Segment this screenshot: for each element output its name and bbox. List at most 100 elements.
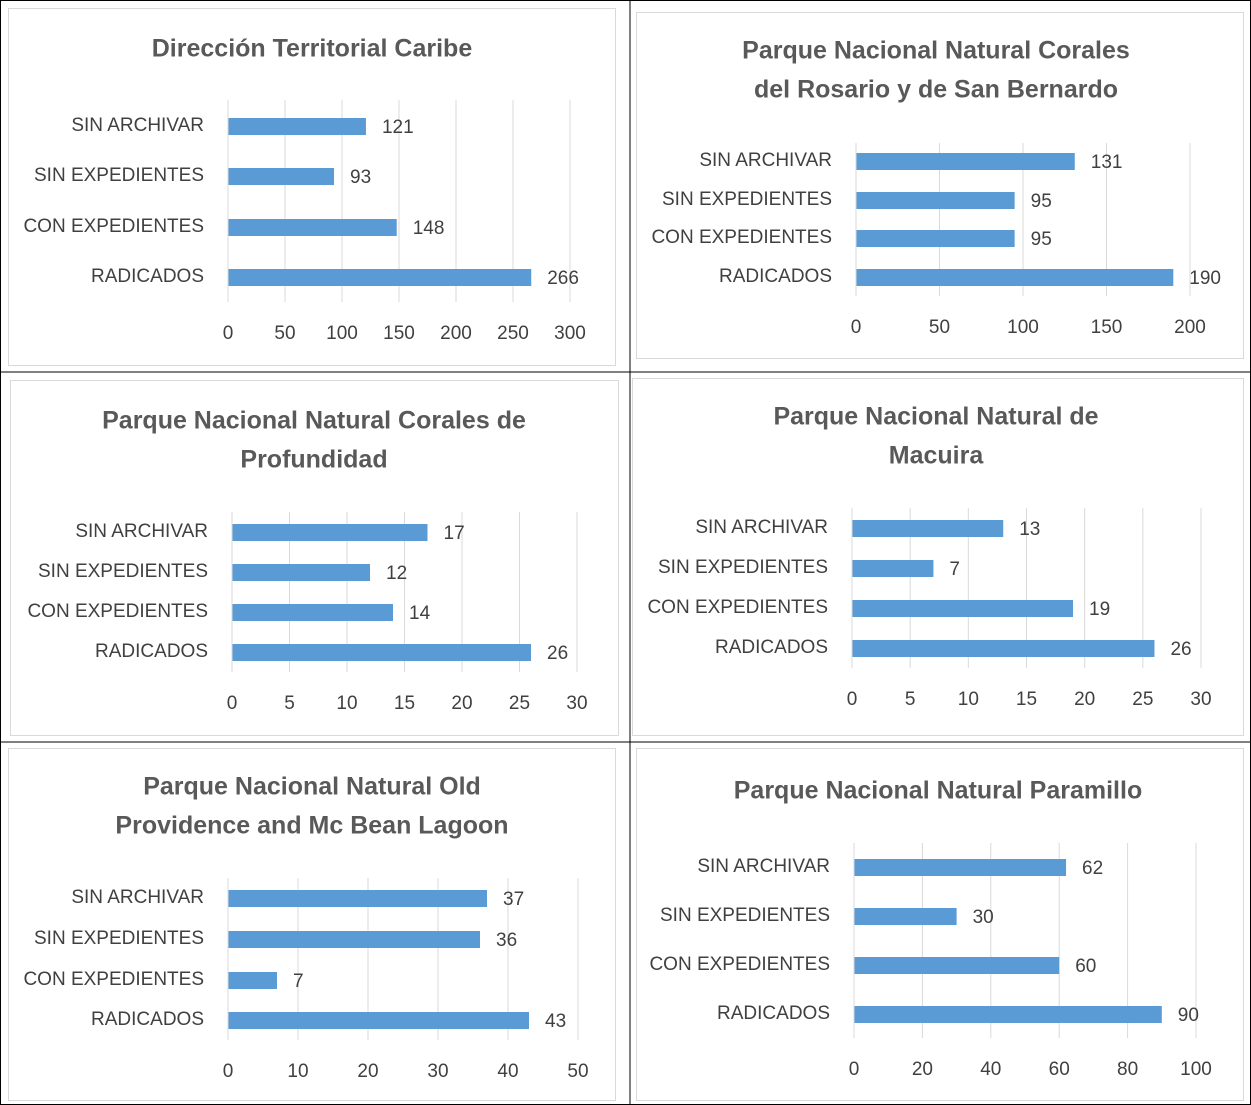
- x-tick-label: 30: [1190, 689, 1211, 710]
- bar: [228, 168, 335, 185]
- x-tick-label: 300: [554, 323, 586, 344]
- chart-frame: [8, 748, 616, 1101]
- y-tick-label: SIN EXPEDIENTES: [660, 905, 830, 926]
- chart-title: Providence and Mc Bean Lagoon: [115, 812, 508, 840]
- x-tick-label: 0: [849, 1059, 860, 1080]
- x-tick-label: 100: [1007, 317, 1039, 338]
- x-tick-label: 50: [567, 1061, 588, 1082]
- x-tick-label: 0: [223, 323, 234, 344]
- chart-title: del Rosario y de San Bernardo: [754, 76, 1118, 104]
- x-tick-label: 40: [980, 1059, 1001, 1080]
- value-label: 37: [503, 889, 524, 910]
- bar: [854, 859, 1067, 876]
- bar: [228, 972, 277, 989]
- y-tick-label: SIN EXPEDIENTES: [34, 928, 204, 949]
- x-tick-label: 25: [1132, 689, 1153, 710]
- x-tick-label: 0: [223, 1061, 234, 1082]
- y-tick-label: CON EXPEDIENTES: [651, 227, 832, 248]
- value-label: 19: [1089, 599, 1110, 620]
- chart-frame: [10, 380, 619, 736]
- y-tick-label: SIN ARCHIVAR: [71, 887, 204, 908]
- y-tick-label: RADICADOS: [719, 266, 832, 287]
- value-label: 148: [413, 218, 445, 239]
- chart-title: Parque Nacional Natural Paramillo: [734, 777, 1142, 805]
- y-tick-label: RADICADOS: [91, 1009, 204, 1030]
- value-label: 26: [1170, 639, 1191, 660]
- chart-frame: [632, 378, 1244, 736]
- x-tick-label: 50: [929, 317, 950, 338]
- x-tick-label: 5: [284, 693, 295, 714]
- y-tick-label: SIN EXPEDIENTES: [658, 557, 828, 578]
- value-label: 60: [1075, 956, 1096, 977]
- y-tick-label: SIN EXPEDIENTES: [38, 561, 208, 582]
- bar: [856, 192, 1015, 209]
- x-tick-label: 20: [357, 1061, 378, 1082]
- y-tick-label: SIN EXPEDIENTES: [34, 165, 204, 186]
- x-tick-label: 10: [287, 1061, 308, 1082]
- chart-title: Parque Nacional Natural de: [773, 403, 1098, 431]
- y-tick-label: RADICADOS: [717, 1003, 830, 1024]
- bar: [232, 564, 370, 581]
- x-tick-label: 100: [326, 323, 358, 344]
- x-tick-label: 60: [1049, 1059, 1070, 1080]
- chart-title: Parque Nacional Natural Corales de: [102, 407, 526, 435]
- bar: [856, 230, 1015, 247]
- value-label: 13: [1019, 519, 1040, 540]
- bar: [854, 908, 957, 925]
- chart-title: Dirección Territorial Caribe: [152, 35, 473, 63]
- bar: [232, 604, 393, 621]
- y-tick-label: SIN ARCHIVAR: [699, 150, 832, 171]
- value-label: 93: [350, 167, 371, 188]
- bar: [852, 520, 1004, 537]
- value-label: 17: [444, 523, 465, 544]
- x-tick-label: 5: [905, 689, 916, 710]
- chart-title: Parque Nacional Natural Corales: [742, 37, 1130, 65]
- value-label: 7: [949, 559, 960, 580]
- value-label: 121: [382, 117, 414, 138]
- x-tick-label: 20: [451, 693, 472, 714]
- x-tick-label: 20: [1074, 689, 1095, 710]
- value-label: 7: [293, 971, 304, 992]
- x-tick-label: 30: [566, 693, 587, 714]
- bar: [852, 640, 1155, 657]
- x-tick-label: 0: [851, 317, 862, 338]
- x-tick-label: 10: [958, 689, 979, 710]
- y-tick-label: SIN ARCHIVAR: [71, 115, 204, 136]
- x-tick-label: 10: [336, 693, 357, 714]
- x-tick-label: 200: [1174, 317, 1206, 338]
- x-tick-label: 40: [497, 1061, 518, 1082]
- y-tick-label: SIN ARCHIVAR: [75, 521, 208, 542]
- x-tick-label: 150: [383, 323, 415, 344]
- x-tick-label: 250: [497, 323, 529, 344]
- bar: [232, 644, 531, 661]
- bar: [856, 153, 1075, 170]
- value-label: 190: [1189, 268, 1221, 289]
- chart-title: Parque Nacional Natural Old: [143, 773, 481, 801]
- x-tick-label: 150: [1091, 317, 1123, 338]
- bar: [232, 524, 428, 541]
- y-tick-label: CON EXPEDIENTES: [649, 954, 830, 975]
- y-tick-label: RADICADOS: [95, 641, 208, 662]
- y-tick-label: CON EXPEDIENTES: [23, 969, 204, 990]
- value-label: 36: [496, 930, 517, 951]
- value-label: 12: [386, 563, 407, 584]
- value-label: 95: [1031, 229, 1052, 250]
- x-tick-label: 0: [847, 689, 858, 710]
- y-tick-label: RADICADOS: [91, 266, 204, 287]
- x-tick-label: 0: [227, 693, 238, 714]
- x-tick-label: 80: [1117, 1059, 1138, 1080]
- chart-title: Profundidad: [240, 446, 387, 474]
- x-tick-label: 100: [1180, 1059, 1212, 1080]
- y-tick-label: CON EXPEDIENTES: [23, 216, 204, 237]
- x-tick-label: 50: [274, 323, 295, 344]
- bar: [852, 560, 934, 577]
- bar: [228, 269, 532, 286]
- bar: [854, 1006, 1162, 1023]
- y-tick-label: CON EXPEDIENTES: [27, 601, 208, 622]
- value-label: 62: [1082, 858, 1103, 879]
- value-label: 14: [409, 603, 431, 624]
- bar: [856, 269, 1174, 286]
- bar: [852, 600, 1074, 617]
- bar: [854, 957, 1060, 974]
